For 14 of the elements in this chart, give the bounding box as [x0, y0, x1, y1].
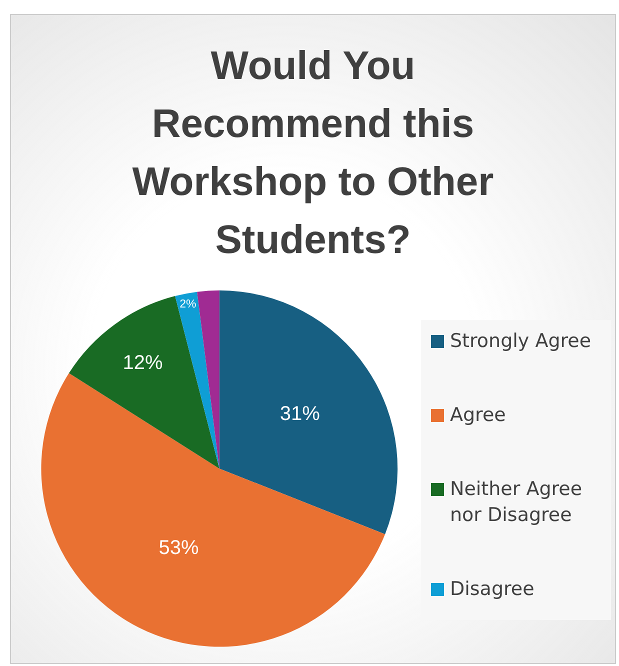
legend-label: Neither Agree nor Disagree [450, 477, 584, 528]
legend-label: Disagree [450, 577, 534, 602]
data-label: 53% [158, 536, 200, 559]
chart-title: Would You Recommend this Workshop to Other Students? [131, 43, 495, 264]
legend-label: Agree [450, 403, 506, 428]
data-label: 2% [180, 298, 196, 310]
legend-label: Strongly Agree [450, 329, 592, 354]
pie-slice [197, 290, 220, 469]
pie-slice [41, 373, 386, 647]
pie-slice [175, 292, 220, 469]
data-label: 12% [122, 352, 163, 374]
pie-slice [68, 296, 220, 469]
pie-slice [219, 290, 398, 534]
data-label: 31% [280, 402, 320, 425]
